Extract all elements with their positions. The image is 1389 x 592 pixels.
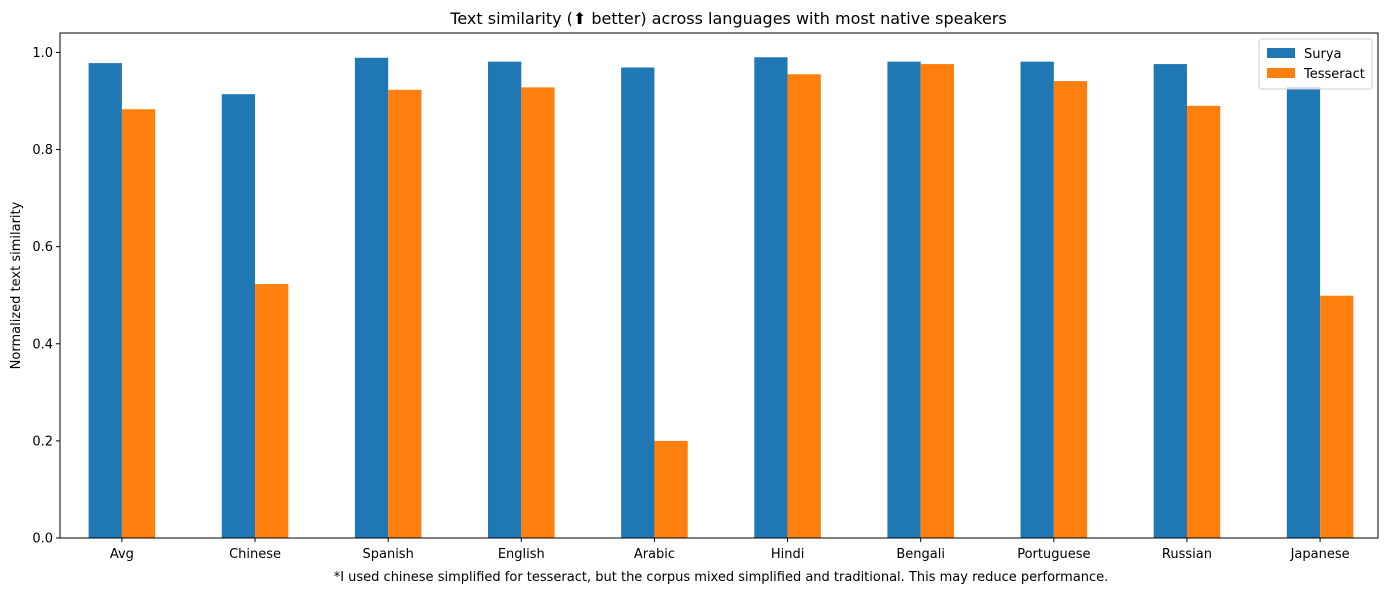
bar-surya-japanese [1286,86,1321,538]
x-tick-label: Japanese [1290,547,1350,562]
x-tick-label: Arabic [634,547,675,562]
x-axis-label: *I used chinese simplified for tesseract… [334,570,1109,585]
x-tick-label: Spanish [362,547,413,562]
bar-surya-russian [1153,64,1187,539]
x-tick-label: English [498,547,545,562]
bar-tesseract-english [521,87,555,538]
bar-tesseract-russian [1186,105,1221,538]
bar-surya-hindi [754,57,788,539]
bar-tesseract-japanese [1320,295,1354,538]
bar-tesseract-chinese [255,284,289,538]
bar-tesseract-arabic [654,440,688,538]
y-tick-label: 0.0 [32,532,53,547]
legend: Surya Tesseract [1258,38,1373,90]
y-axis-label: Normalized text similarity [9,201,24,369]
x-tick-label: Russian [1162,547,1212,562]
y-tick-label: 0.6 [32,240,53,255]
legend-label-tesseract: Tesseract [1303,67,1365,82]
bar-tesseract-avg [121,109,156,538]
bar-surya-english [488,61,522,538]
bar-surya-avg [88,63,122,538]
y-axis: 0.0 0.2 0.4 0.6 0.8 1.0 [32,46,60,547]
bars [88,57,1354,539]
legend-label-surya: Surya [1304,47,1342,62]
bar-surya-bengali [887,61,921,538]
bar-tesseract-spanish [388,89,422,538]
bar-surya-spanish [354,57,389,538]
bar-surya-portuguese [1020,61,1054,538]
bar-tesseract-portuguese [1053,81,1088,538]
legend-swatch-tesseract [1267,68,1295,78]
bar-surya-chinese [221,94,256,539]
y-tick-label: 0.4 [32,337,53,352]
bar-tesseract-hindi [787,74,821,538]
legend-swatch-surya [1267,48,1295,58]
plot-frame [59,32,1379,539]
chart-title: Text similarity (⬆ better) across langua… [449,9,1006,28]
y-tick-label: 1.0 [32,46,53,61]
y-tick-label: 0.2 [32,434,53,449]
bar-tesseract-bengali [920,64,954,539]
x-tick-label: Bengali [896,547,945,562]
x-tick-label: Chinese [229,547,281,562]
bar-surya-arabic [621,67,655,539]
x-tick-label: Hindi [771,547,805,562]
x-axis: Avg Chinese Spanish English Arabic Hindi Benga… [110,538,1350,562]
x-tick-label: Portuguese [1017,547,1090,562]
x-tick-label: Avg [110,547,134,562]
y-tick-label: 0.8 [32,143,53,158]
